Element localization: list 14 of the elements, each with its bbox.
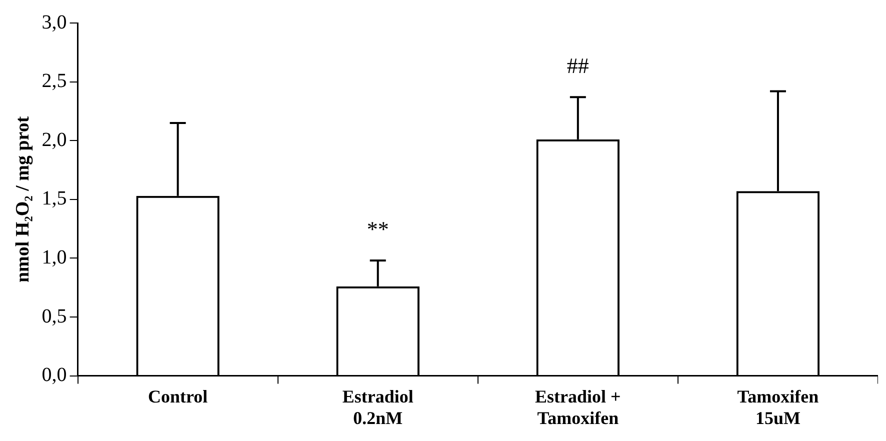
x-tick-label: Estradiol + Tamoxifen: [535, 386, 621, 428]
data-label: ##: [566, 52, 589, 78]
y-tick-label: 2,5: [42, 70, 67, 92]
y-tick-label: 3,0: [42, 11, 67, 34]
y-tick-label: 0,5: [42, 305, 67, 328]
y-tick-label: 1,0: [42, 246, 67, 268]
y-tick-label: 1,5: [42, 188, 67, 210]
y-tick-label: 2,0: [42, 128, 67, 151]
y-tick-label: 0,0: [42, 364, 67, 386]
x-tick-label: Tamoxifen 15uM: [737, 386, 819, 428]
data-label: **: [366, 216, 389, 242]
y-axis-title: nmol H₂O₂ / mg prot: [12, 116, 34, 283]
x-tick-label: Control: [148, 386, 208, 406]
x-tick-label: Estradiol 0.2nM: [342, 386, 414, 428]
